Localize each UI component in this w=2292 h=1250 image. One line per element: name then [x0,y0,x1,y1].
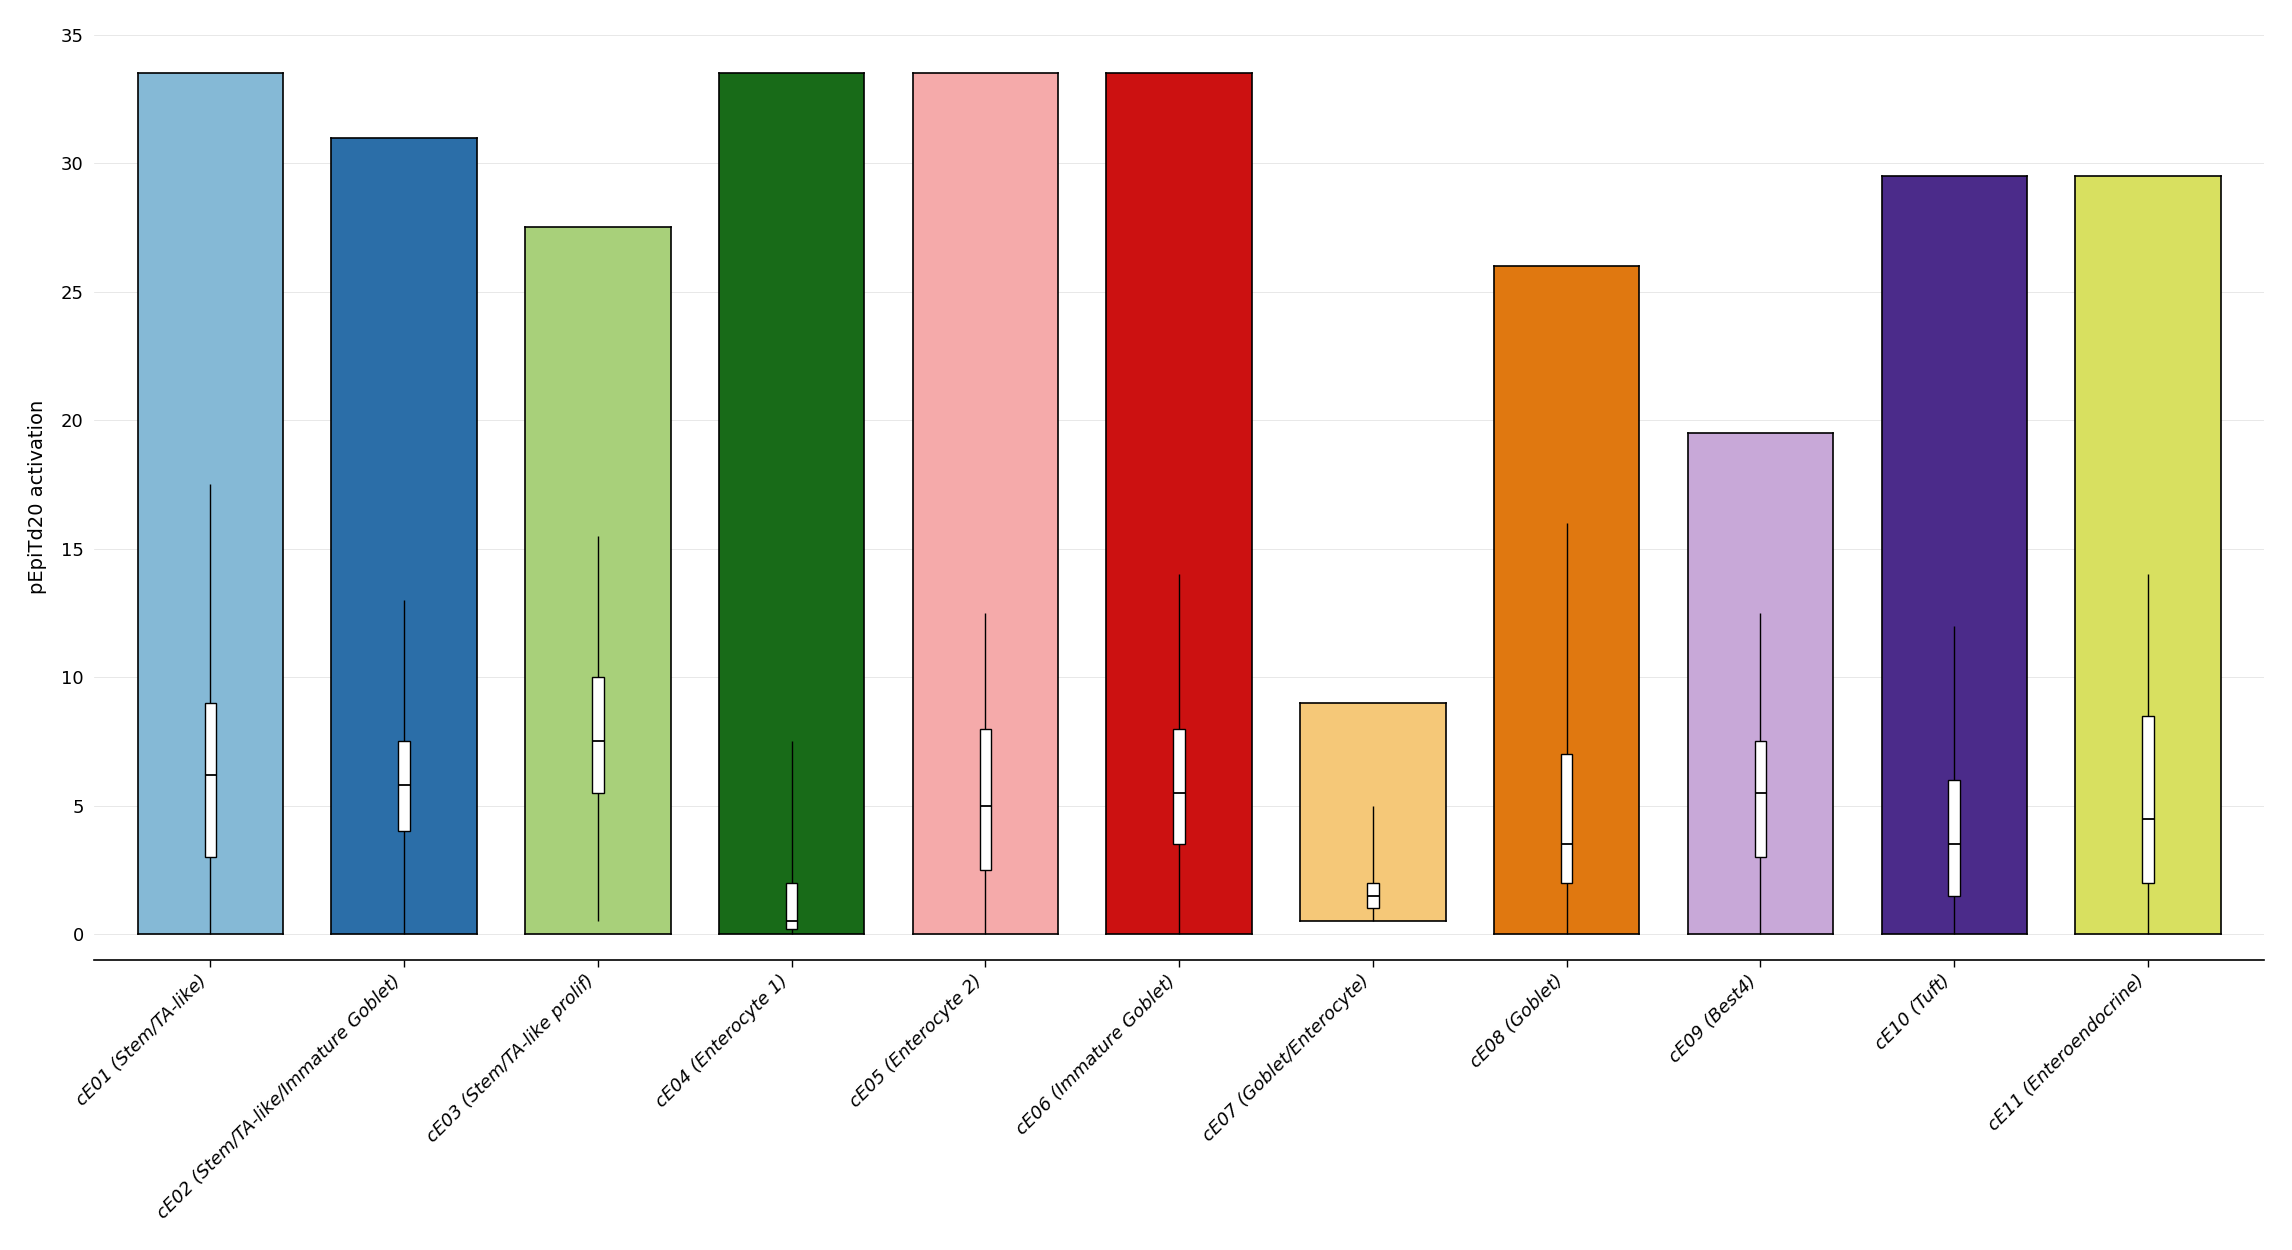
Bar [1756,741,1767,858]
Bar [1174,729,1185,844]
Bar [2143,716,2154,882]
Y-axis label: pEpiTd20 activation: pEpiTd20 activation [28,400,46,595]
Bar [1948,780,1960,895]
Bar [204,703,215,858]
Bar [399,741,410,831]
Bar [1366,882,1380,909]
Bar [786,882,798,929]
Bar [1561,754,1572,882]
Bar [979,729,990,870]
Bar [591,678,603,792]
